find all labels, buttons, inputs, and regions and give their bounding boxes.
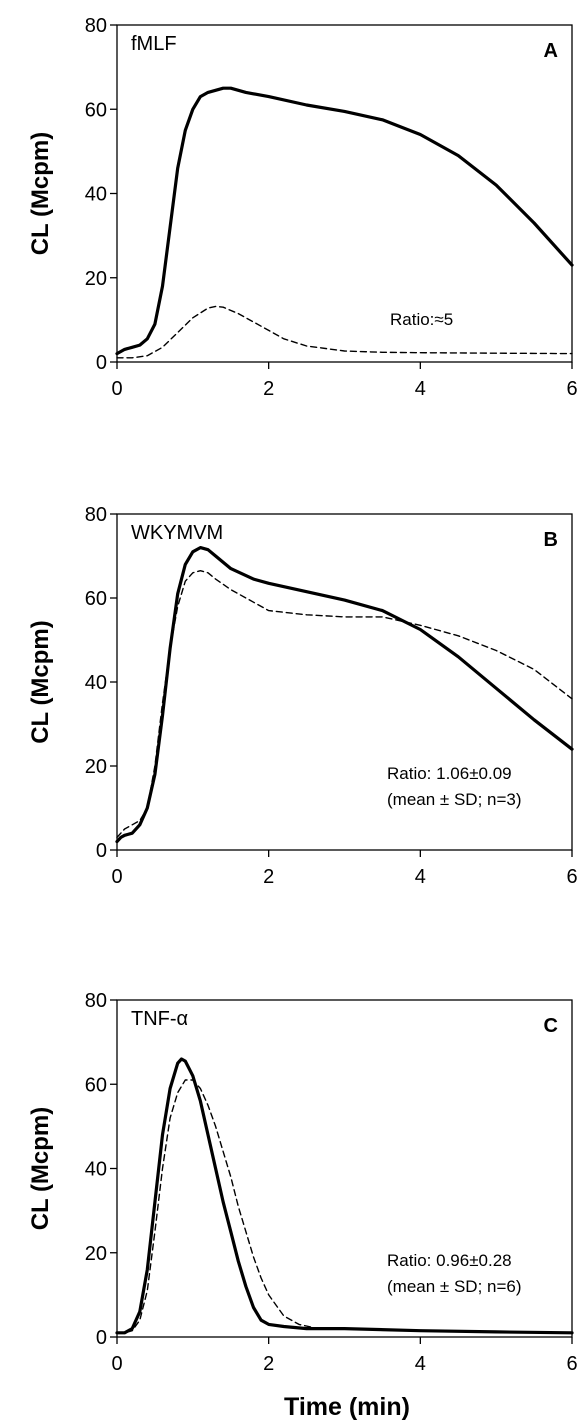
panel-a: 0 20 40 60 80 0 2 4 6 CL (Mcpm) fMLF A Ratio:≈5 xyxy=(27,15,578,400)
panel-title: fMLF xyxy=(131,33,177,55)
panel-letter: A xyxy=(544,40,558,62)
panel-c: 0 20 40 60 80 0 2 4 6 CL (Mcpm) TNF-α C Ratio: 0.96±… xyxy=(27,990,578,1375)
y-tick-label: 80 xyxy=(85,504,107,526)
series-line-dashed xyxy=(116,570,573,839)
x-tick-label: 4 xyxy=(415,866,426,888)
y-tick-label: 60 xyxy=(85,99,107,121)
y-tick-label: 40 xyxy=(85,1159,107,1181)
series-line-dashed xyxy=(116,305,573,359)
y-tick-label: 60 xyxy=(85,1074,107,1096)
ratio-annotation: Ratio:≈5 xyxy=(390,310,453,329)
y-axis-label: CL (Mcpm) xyxy=(27,132,54,256)
y-tick-label: 20 xyxy=(85,1243,107,1265)
x-tick-label: 2 xyxy=(263,378,274,400)
ratio-annotation: Ratio: 1.06±0.09 xyxy=(387,764,512,783)
x-tick-label: 6 xyxy=(566,866,577,888)
x-tick-label: 0 xyxy=(111,378,122,400)
y-axis-label: CL (Mcpm) xyxy=(27,620,54,744)
series-line-solid xyxy=(115,86,574,356)
x-tick-label: 6 xyxy=(566,1353,577,1375)
panel-letter: B xyxy=(544,529,558,551)
ratio-annotation: Ratio: 0.96±0.28 xyxy=(387,1251,512,1270)
y-tick-label: 0 xyxy=(96,352,107,374)
y-tick-label: 60 xyxy=(85,588,107,610)
panel-title: WKYMVM xyxy=(131,522,223,544)
x-tick-label: 0 xyxy=(111,866,122,888)
x-tick-label: 2 xyxy=(263,866,274,888)
y-tick-label: 0 xyxy=(96,840,107,862)
series-line-solid xyxy=(115,545,574,844)
ratio-annotation: (mean ± SD; n=3) xyxy=(387,790,522,809)
y-tick-label: 40 xyxy=(85,184,107,206)
x-axis-label: Time (min) xyxy=(284,1393,410,1421)
y-tick-label: 40 xyxy=(85,672,107,694)
y-tick-label: 20 xyxy=(85,756,107,778)
y-tick-label: 0 xyxy=(96,1327,107,1349)
panel-letter: C xyxy=(544,1015,558,1037)
x-tick-label: 2 xyxy=(263,1353,274,1375)
x-tick-label: 0 xyxy=(111,1353,122,1375)
ratio-annotation: (mean ± SD; n=6) xyxy=(387,1277,522,1296)
y-tick-label: 20 xyxy=(85,268,107,290)
x-tick-label: 6 xyxy=(566,378,577,400)
x-tick-label: 4 xyxy=(415,1353,426,1375)
panel-title: TNF-α xyxy=(131,1008,188,1030)
y-tick-label: 80 xyxy=(85,15,107,37)
y-tick-label: 80 xyxy=(85,990,107,1012)
y-axis-label: CL (Mcpm) xyxy=(27,1107,54,1231)
series-line-dashed xyxy=(116,1079,573,1334)
series-line-solid xyxy=(115,1057,574,1335)
x-tick-label: 4 xyxy=(415,378,426,400)
panel-b: 0 20 40 60 80 0 2 4 6 CL (Mcpm) WKYMVM B Ratio: 1.06… xyxy=(27,504,578,888)
